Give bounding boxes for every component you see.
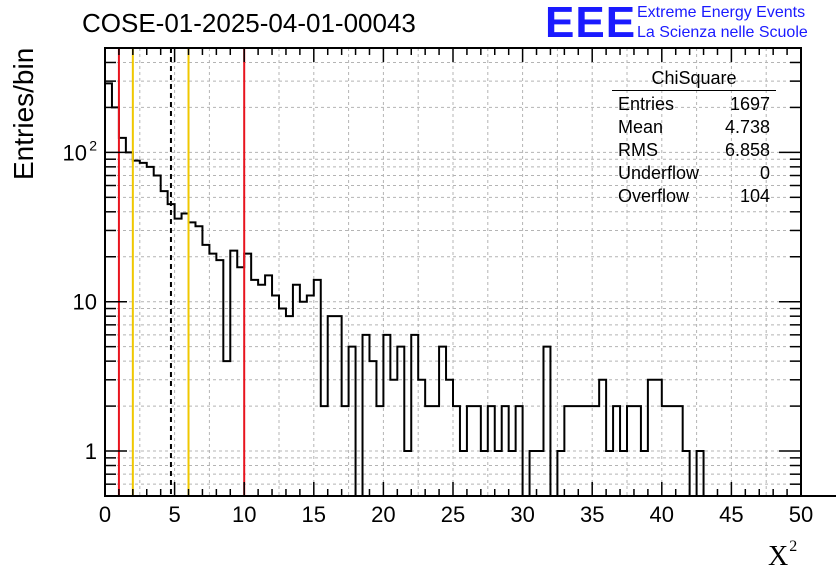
eee-logo-line1: Extreme Energy Events (637, 4, 806, 21)
stats-row-overflow: Overflow 104 (612, 185, 776, 208)
stats-value: 0 (759, 163, 770, 183)
x-tick-label: 5 (168, 502, 180, 527)
stats-label: RMS (618, 140, 658, 160)
eee-logo: EEE (545, 0, 637, 47)
stats-label: Entries (618, 94, 675, 114)
x-tick-label: 45 (719, 502, 743, 527)
x-axis-label-text: X (768, 541, 789, 572)
stats-box: ChiSquare Entries 1697 Mean 4.738 RMS 6.… (612, 68, 776, 208)
x-tick-label: 25 (441, 502, 465, 527)
y-tick-label: 10 (73, 290, 97, 315)
x-tick-label: 30 (510, 502, 534, 527)
x-axis-label: X2 (768, 538, 797, 573)
stats-value: 104 (739, 186, 770, 206)
x-tick-label: 50 (789, 502, 813, 527)
stats-value: 1697 (729, 94, 770, 114)
x-tick-label: 40 (650, 502, 674, 527)
eee-logo-line2: La Scienza nelle Scuole (637, 24, 808, 41)
stats-value: 6.858 (724, 140, 770, 160)
y-axis-label: Entries/bin (8, 47, 39, 180)
x-tick-label: 15 (302, 502, 326, 527)
x-tick-label: 10 (232, 502, 256, 527)
stats-row-mean: Mean 4.738 (612, 116, 776, 139)
stats-row-underflow: Underflow 0 (612, 162, 776, 185)
x-axis-label-superscript: 2 (789, 538, 798, 555)
x-tick-label: 0 (99, 502, 111, 527)
x-tick-label: 35 (580, 502, 604, 527)
stats-label: Underflow (618, 163, 700, 183)
stats-value: 4.738 (724, 117, 770, 137)
stats-row-rms: RMS 6.858 (612, 139, 776, 162)
stats-title: ChiSquare (612, 68, 776, 91)
x-tick-label: 20 (371, 502, 395, 527)
stats-label: Mean (618, 117, 664, 137)
stats-row-entries: Entries 1697 (612, 93, 776, 116)
run-title: COSE-01-2025-04-01-00043 (82, 8, 416, 38)
y-tick-label: 1 (85, 439, 97, 464)
y-tick-label: 10 (63, 140, 87, 165)
y-tick-label-superscript: 2 (89, 137, 97, 153)
stats-label: Overflow (618, 186, 690, 206)
